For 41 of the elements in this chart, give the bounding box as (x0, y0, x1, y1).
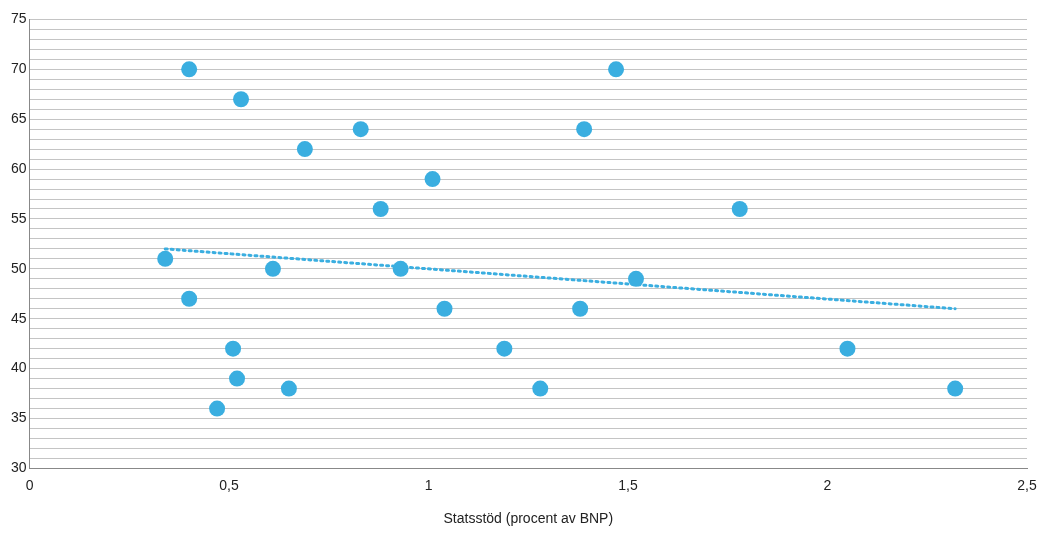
point (424, 171, 441, 188)
point (157, 250, 174, 267)
point (352, 121, 369, 138)
point (947, 380, 964, 397)
y-tick-label: 75 (10, 10, 27, 27)
y-tick-label: 30 (10, 459, 27, 476)
point (209, 400, 226, 417)
point (181, 290, 198, 307)
point (628, 270, 645, 287)
point (280, 380, 297, 397)
point (181, 61, 198, 78)
y-tick-label: 70 (10, 60, 27, 77)
point (229, 370, 246, 387)
x-axis-title: Statsstöd (procent av BNP) (443, 510, 614, 527)
point (532, 380, 549, 397)
point (731, 200, 748, 217)
x-tick-label: 0 (25, 476, 34, 493)
point (839, 340, 856, 357)
y-tick-label: 35 (10, 409, 27, 426)
point (233, 91, 250, 108)
x-tick-label: 0,5 (219, 476, 239, 493)
point (372, 200, 389, 217)
point (264, 260, 281, 277)
x-tick-label: 2 (823, 476, 832, 493)
y-tick-label: 60 (10, 159, 27, 176)
y-tick-label: 40 (10, 359, 27, 376)
point (576, 121, 593, 138)
point (436, 300, 453, 317)
point (572, 300, 589, 317)
x-tick-label: 1 (424, 476, 433, 493)
y-tick-label: 45 (10, 309, 27, 326)
point (392, 260, 409, 277)
point (496, 340, 513, 357)
y-tick-label: 65 (10, 110, 27, 127)
y-tick-label: 50 (10, 259, 27, 276)
x-tick-label: 1,5 (618, 476, 638, 493)
point (296, 141, 313, 158)
y-tick-label: 55 (10, 209, 27, 226)
point (608, 61, 625, 78)
x-tick-label: 2,5 (1017, 476, 1037, 493)
point (225, 340, 242, 357)
